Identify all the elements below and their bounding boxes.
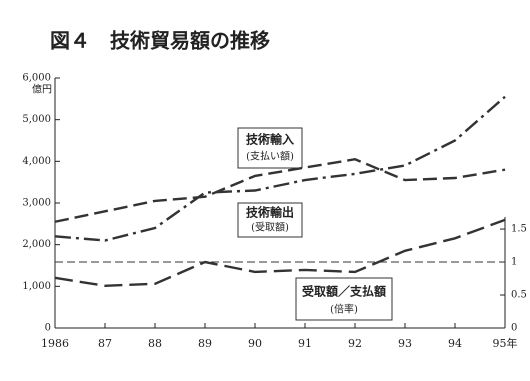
x-tick-label: 1986 — [41, 337, 69, 350]
series-label: 技術輸入 — [246, 132, 294, 147]
y2-tick-label: 0.5 — [511, 290, 527, 301]
series-line — [54, 218, 506, 287]
series-sublabel: (倍率) — [330, 303, 358, 316]
x-tick-label: 89 — [198, 337, 212, 350]
x-tick-label: 94 — [448, 337, 462, 350]
series-sublabel: (支払い額) — [246, 150, 294, 163]
label-box — [237, 127, 303, 169]
x-tick-label: 88 — [148, 337, 162, 350]
x-tick-label: 93 — [398, 337, 412, 350]
y2-tick-label: 1.5 — [511, 224, 527, 235]
label-box — [237, 202, 303, 238]
y-unit: 億円 — [32, 83, 52, 96]
x-tick-label: 87 — [98, 337, 112, 350]
y-tick-label: 5,000 — [22, 114, 51, 125]
x-tick-label: 92 — [348, 337, 362, 350]
x-tick-label: 95年 — [493, 336, 518, 350]
series-sublabel: (受取額) — [251, 221, 289, 234]
y-tick-label: 3,000 — [22, 198, 51, 209]
series-line — [54, 95, 506, 242]
chart-title: 図４ 技術貿易額の推移 — [50, 29, 270, 53]
y-tick-label: 0 — [45, 323, 51, 334]
label-box — [295, 277, 393, 321]
series-line — [54, 158, 506, 223]
y-tick-label: 6,000 — [22, 73, 51, 84]
series-label: 技術輸出 — [246, 205, 294, 220]
y2-tick-label: 1 — [511, 257, 517, 268]
y-tick-label: 4,000 — [22, 156, 51, 167]
series-label: 受取額／支払額 — [302, 284, 386, 299]
y-tick-label: 1,000 — [22, 281, 51, 292]
y-tick-label: 2,000 — [22, 239, 51, 250]
x-tick-label: 91 — [298, 337, 312, 350]
x-tick-label: 90 — [248, 337, 262, 350]
y2-tick-label: 0 — [511, 323, 517, 334]
